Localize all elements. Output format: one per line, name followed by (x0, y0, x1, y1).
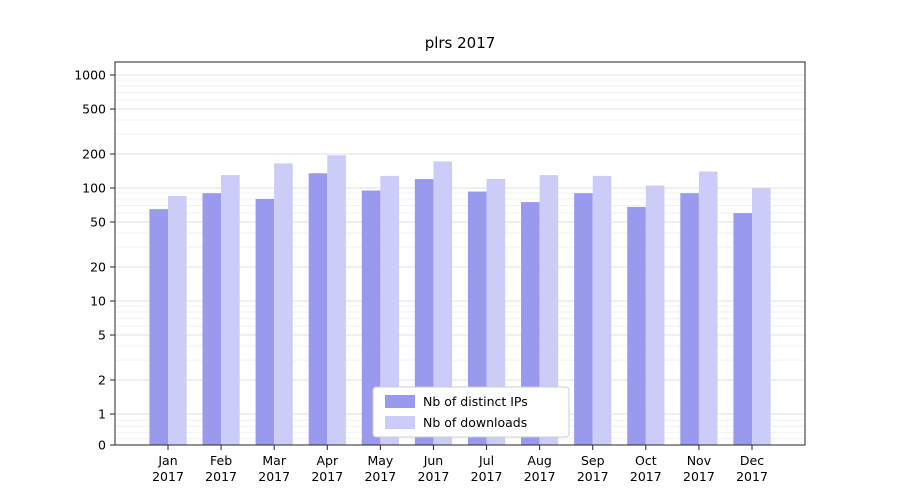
y-tick-label: 20 (90, 259, 106, 274)
bar-downloads-0 (168, 195, 187, 445)
x-tick-label-month: Jun (423, 453, 444, 468)
x-tick-label-year: 2017 (471, 469, 503, 484)
legend-swatch-0 (385, 395, 415, 408)
bar-ips-11 (733, 213, 752, 445)
x-tick-label-month: Nov (687, 453, 712, 468)
bar-ips-10 (680, 193, 699, 445)
y-tick-label: 5 (98, 328, 106, 343)
x-tick-label-month: Jan (157, 453, 177, 468)
bar-downloads-10 (698, 171, 718, 445)
x-tick-label-year: 2017 (258, 469, 290, 484)
y-tick-label: 1 (98, 407, 106, 422)
x-tick-label-year: 2017 (311, 469, 343, 484)
x-tick-label-year: 2017 (205, 469, 237, 484)
bar-downloads-5 (433, 161, 453, 445)
chart-title: plrs 2017 (424, 34, 496, 52)
x-tick-label-month: Aug (527, 453, 551, 468)
y-tick-label: 1000 (74, 68, 106, 83)
legend-label-0: Nb of distinct IPs (423, 394, 528, 409)
x-tick-label-month: Mar (262, 453, 286, 468)
bar-ips-4 (361, 190, 381, 445)
bar-downloads-1 (221, 175, 240, 446)
bar-downloads-11 (752, 188, 771, 445)
x-tick-label-year: 2017 (364, 469, 396, 484)
bar-ips-7 (521, 202, 540, 445)
bar-ips-3 (308, 173, 328, 445)
y-tick-label: 500 (82, 102, 106, 117)
y-tick-label: 2 (98, 372, 106, 387)
bar-ips-9 (627, 206, 646, 445)
bar-downloads-8 (592, 175, 612, 446)
legend-swatch-1 (385, 416, 415, 429)
x-tick-label-month: Dec (740, 453, 764, 468)
bar-ips-0 (149, 209, 168, 445)
bar-ips-5 (414, 179, 434, 445)
x-tick-label-month: Sep (581, 453, 605, 468)
bar-ips-6 (467, 191, 487, 445)
x-tick-label-year: 2017 (630, 469, 662, 484)
x-tick-label-year: 2017 (736, 469, 768, 484)
bar-downloads-6 (486, 179, 506, 445)
x-tick-label-month: Oct (635, 453, 657, 468)
y-tick-label: 10 (90, 294, 106, 309)
x-tick-label-month: Jul (478, 453, 494, 468)
bar-downloads-7 (539, 175, 559, 446)
legend-label-1: Nb of downloads (423, 415, 527, 430)
x-tick-label-year: 2017 (683, 469, 715, 484)
y-tick-label: 200 (82, 146, 106, 161)
bar-ips-2 (255, 198, 275, 445)
y-tick-label: 0 (98, 438, 106, 453)
x-tick-label-year: 2017 (524, 469, 556, 484)
bar-ips-8 (574, 193, 593, 445)
bar-ips-1 (202, 193, 222, 445)
bar-downloads-2 (274, 163, 293, 445)
legend-box (372, 386, 570, 438)
y-tick-label: 50 (90, 215, 106, 230)
x-tick-label-year: 2017 (577, 469, 609, 484)
x-tick-label-year: 2017 (152, 469, 184, 484)
x-tick-label-month: Feb (210, 453, 232, 468)
bar-downloads-9 (645, 185, 665, 446)
x-tick-label-month: Apr (316, 453, 338, 468)
bar-downloads-3 (327, 155, 346, 446)
x-tick-label-year: 2017 (418, 469, 450, 484)
y-tick-label: 100 (82, 181, 106, 196)
bar-downloads-4 (380, 175, 399, 446)
plot-border (114, 61, 806, 446)
x-tick-label-month: May (367, 453, 393, 468)
